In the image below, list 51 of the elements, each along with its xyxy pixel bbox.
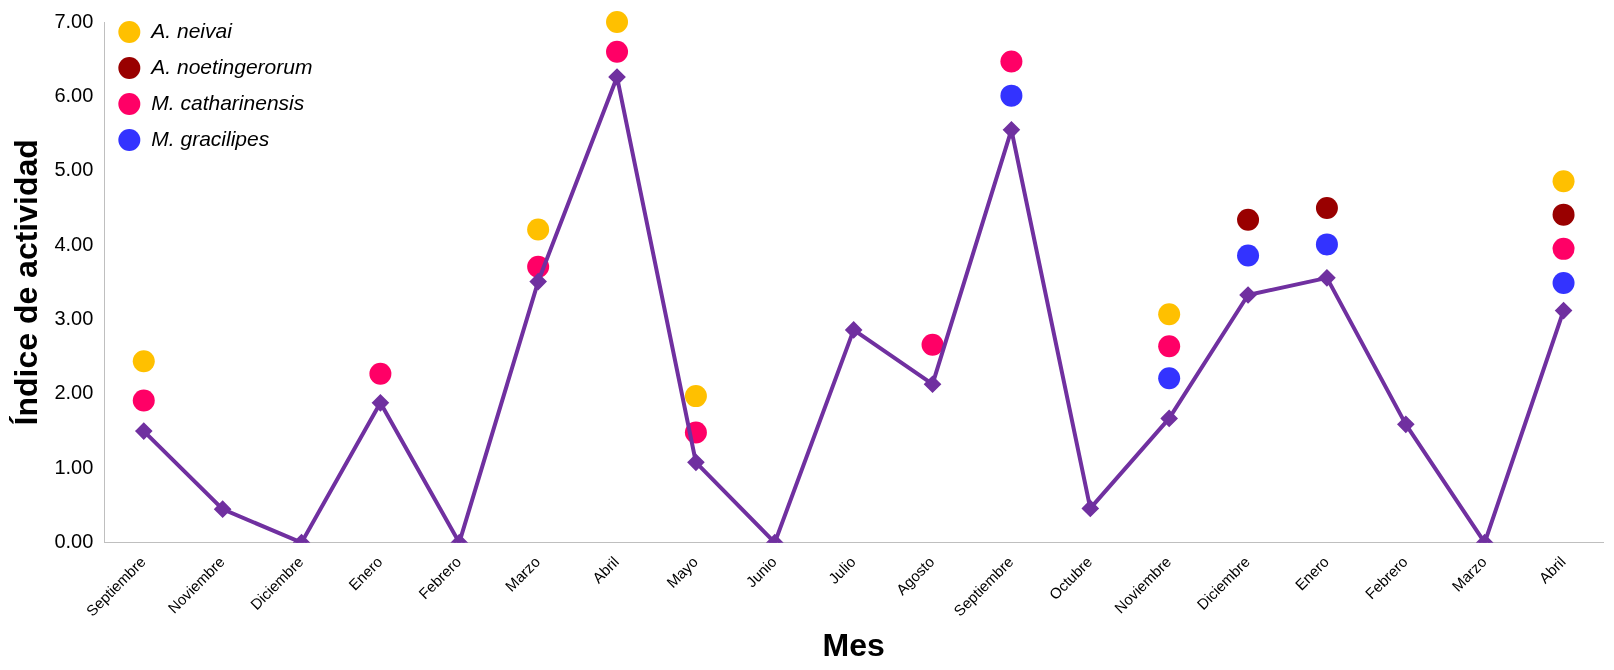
legend-label: A. neivai — [149, 18, 234, 42]
point — [1000, 84, 1023, 107]
point — [1158, 335, 1181, 358]
point — [132, 389, 155, 412]
y-tick-label: 1.00 — [54, 455, 94, 478]
y-tick-label: 6.00 — [54, 83, 94, 106]
point — [1237, 244, 1260, 267]
y-tick-label: 0.00 — [54, 530, 94, 553]
point — [1318, 269, 1335, 286]
point — [1161, 410, 1178, 427]
point — [1237, 208, 1260, 231]
point — [369, 362, 392, 385]
point — [527, 218, 550, 241]
y-tick-label: 4.00 — [54, 232, 94, 255]
point — [1397, 416, 1414, 433]
point — [1240, 286, 1257, 303]
y-tick-label: 3.00 — [54, 307, 94, 330]
point — [1315, 233, 1338, 256]
point — [1552, 237, 1575, 260]
legend-label: M. catharinensis — [151, 90, 305, 114]
point — [135, 423, 152, 440]
y-tick-label: 2.00 — [54, 381, 94, 404]
point — [1003, 121, 1020, 138]
y-axis-title: Índice de actividad — [8, 139, 45, 426]
point — [924, 376, 941, 393]
point — [845, 321, 862, 338]
y-tick-label: 7.00 — [54, 9, 94, 32]
point — [214, 501, 231, 518]
point — [921, 333, 944, 356]
x-axis-title: Mes — [822, 626, 885, 663]
point — [1555, 302, 1572, 319]
point — [132, 350, 155, 373]
point — [1552, 203, 1575, 226]
legend-label: M. gracilipes — [151, 126, 270, 150]
point — [609, 69, 626, 86]
point — [1552, 272, 1575, 295]
point — [606, 40, 629, 63]
point — [606, 11, 629, 33]
point — [1158, 367, 1181, 390]
point — [1552, 170, 1575, 193]
point — [530, 273, 547, 290]
point — [684, 385, 707, 408]
point — [1158, 303, 1181, 326]
point — [687, 454, 704, 471]
x-tick-label: Julio — [824, 553, 859, 587]
legend-label: A. noetingerorum — [149, 54, 313, 78]
y-tick-label: 5.00 — [54, 158, 94, 181]
point — [1315, 196, 1338, 219]
point — [372, 394, 389, 411]
point — [1082, 500, 1099, 517]
point — [1000, 50, 1023, 73]
